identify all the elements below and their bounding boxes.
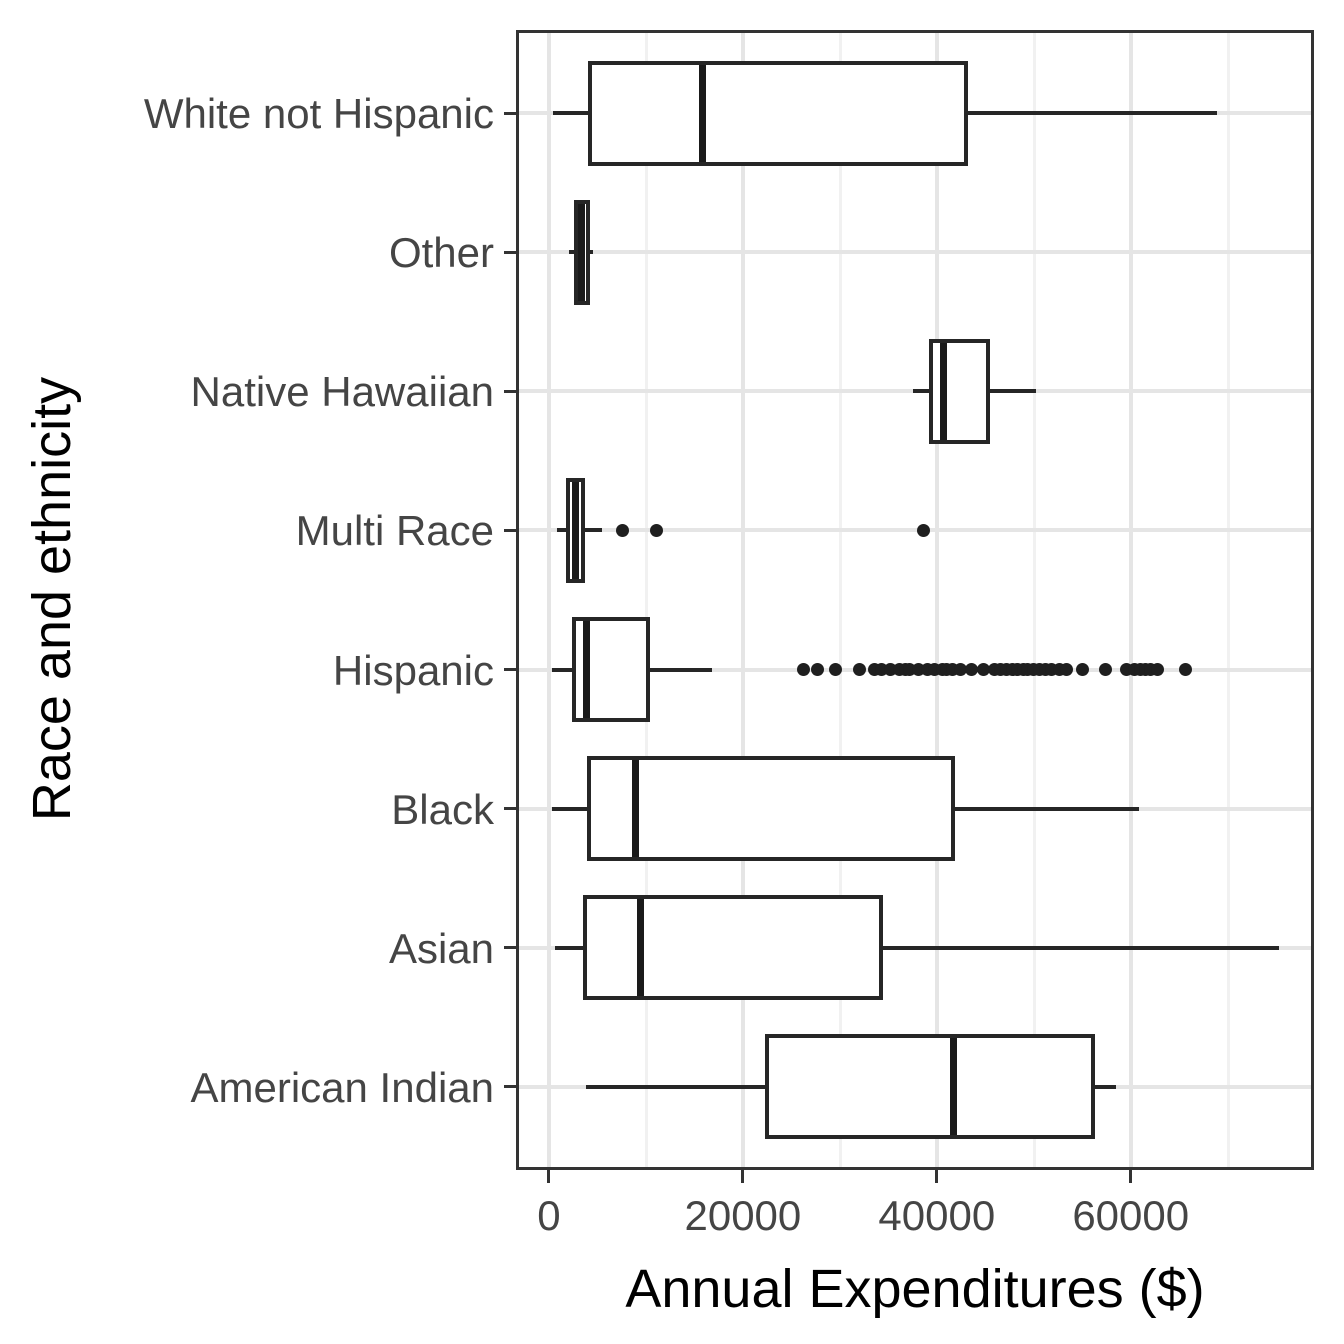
outlier-point — [796, 663, 810, 676]
y-axis-label: American Indian — [190, 1063, 495, 1111]
outlier-point — [953, 663, 967, 676]
x-major-gridline — [546, 33, 551, 1167]
y-axis-tick — [504, 389, 516, 393]
boxplot-box — [582, 895, 884, 1000]
whisker-upper — [967, 111, 1218, 116]
whisker-lower — [585, 1084, 766, 1089]
y-axis-label: Hispanic — [332, 646, 494, 694]
x-minor-gridline — [1032, 33, 1036, 1167]
whisker-upper — [649, 667, 712, 672]
outlier-point — [650, 523, 664, 537]
x-minor-gridline — [838, 33, 842, 1167]
x-axis-tick — [741, 1170, 745, 1183]
y-axis-tick — [504, 807, 516, 811]
median-line — [578, 204, 586, 301]
outlier-point — [852, 663, 866, 676]
x-major-gridline — [1128, 33, 1133, 1167]
outlier-point — [616, 523, 630, 537]
y-axis-tick — [504, 946, 516, 950]
y-axis-tick — [504, 1085, 516, 1089]
y-axis-label: Multi Race — [295, 507, 494, 555]
whisker-upper — [1094, 1084, 1117, 1089]
x-axis-tick-label: 40000 — [878, 1192, 996, 1239]
y-axis-label: Other — [388, 229, 494, 277]
y-axis-label: White not Hispanic — [143, 90, 494, 138]
whisker-upper — [883, 945, 1280, 950]
outlier-point — [811, 663, 825, 676]
x-minor-gridline — [644, 33, 648, 1167]
y-major-gridline — [519, 250, 1311, 255]
boxplot-box — [765, 1034, 1095, 1139]
outlier-point — [828, 663, 842, 676]
whisker-lower — [554, 945, 583, 950]
y-axis-label: Asian — [388, 924, 494, 972]
whisker-upper — [955, 806, 1140, 811]
x-axis-tick-label: 20000 — [684, 1192, 802, 1239]
whisker-lower — [556, 528, 567, 533]
y-axis-tick — [504, 528, 516, 532]
whisker-lower — [912, 389, 930, 394]
outlier-point — [965, 663, 979, 676]
y-axis-title: Race and ethnicity — [22, 376, 82, 822]
whisker-lower — [569, 250, 575, 255]
x-axis-tick — [547, 1170, 551, 1183]
median-line — [583, 621, 591, 718]
outlier-point — [1151, 663, 1165, 676]
whisker-lower — [551, 667, 573, 672]
x-minor-gridline — [1226, 33, 1230, 1167]
boxplot-box — [929, 339, 991, 444]
y-axis-label: Native Hawaiian — [190, 368, 494, 416]
median-line — [571, 482, 579, 579]
whisker-upper — [990, 389, 1036, 394]
y-axis-tick — [504, 111, 516, 115]
y-axis-tick — [504, 668, 516, 671]
whisker-lower — [551, 806, 587, 811]
y-axis-tick — [504, 250, 516, 254]
whisker-upper — [589, 250, 593, 255]
whisker-lower — [552, 111, 588, 116]
y-axis-label: Black — [391, 785, 494, 833]
x-axis-title: Annual Expenditures ($) — [625, 1259, 1205, 1319]
median-line — [631, 760, 639, 857]
boxplot-box — [587, 61, 968, 166]
x-axis-tick — [1129, 1170, 1133, 1183]
median-line — [949, 1038, 957, 1135]
outlier-point — [1099, 663, 1113, 676]
median-line — [940, 343, 948, 440]
median-line — [636, 899, 644, 996]
median-line — [698, 65, 706, 162]
boxplot-box — [586, 756, 956, 861]
outlier-point — [1060, 663, 1074, 676]
x-major-gridline — [934, 33, 939, 1167]
x-axis-tick-label: 0 — [537, 1192, 561, 1239]
outlier-point — [1178, 663, 1192, 676]
x-major-gridline — [740, 33, 745, 1167]
outlier-point — [1075, 663, 1089, 676]
outlier-point — [976, 663, 990, 676]
whisker-upper — [584, 528, 603, 533]
x-axis-tick-label: 60000 — [1072, 1192, 1190, 1239]
x-axis-tick — [935, 1170, 939, 1183]
y-major-gridline — [519, 528, 1311, 533]
outlier-point — [916, 523, 930, 537]
